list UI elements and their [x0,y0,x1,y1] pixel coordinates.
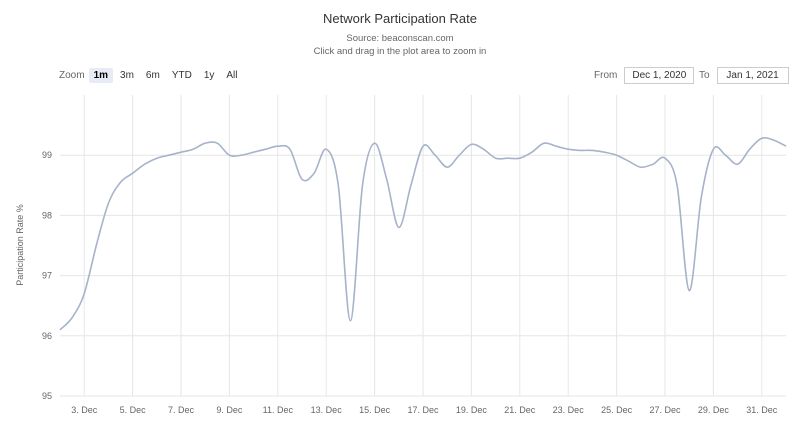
zoom-button-3m[interactable]: 3m [120,70,134,81]
zoom-label: Zoom [59,70,85,81]
y-tick-label: 98 [42,210,52,220]
range-to-label: To [699,70,710,81]
x-tick-label: 27. Dec [649,405,681,415]
range-from-group: From Dec 1, 2020 [594,67,695,84]
x-tick-label: 31. Dec [746,405,778,415]
zoom-button-ytd[interactable]: YTD [171,70,192,81]
series-line [59,136,787,331]
range-from-label: From [594,70,618,81]
zoom-button-all[interactable]: All [226,70,238,81]
y-tick-label: 99 [42,150,52,160]
x-tick-label: 21. Dec [504,405,536,415]
x-tick-label: 13. Dec [311,405,343,415]
range-to-group: To Jan 1, 2021 [699,67,789,84]
y-tick-label: 95 [42,391,52,401]
x-tick-label: 9. Dec [216,405,243,415]
x-tick-label: 15. Dec [359,405,391,415]
x-tick-label: 19. Dec [456,405,488,415]
chart-subtitle-hint: Click and drag in the plot area to zoom … [313,46,487,57]
y-tick-label: 97 [42,271,52,281]
x-tick-label: 29. Dec [698,405,730,415]
x-tick-label: 5. Dec [120,405,147,415]
zoom-button-6m[interactable]: 6m [145,70,160,81]
x-tick-label: 25. Dec [601,405,633,415]
x-tick-label: 3. Dec [71,405,98,415]
zoom-button-1y[interactable]: 1y [203,70,215,81]
chart-title: Network Participation Rate [323,11,477,26]
y-tick-label: 96 [42,331,52,341]
zoom-toolbar: Zoom 1m 3m 6m YTD 1y All [59,67,245,84]
zoom-button-1m[interactable]: 1m [88,68,114,83]
x-tick-label: 7. Dec [168,405,195,415]
x-tick-label: 11. Dec [263,405,294,415]
x-tick-label: 17. Dec [407,405,439,415]
range-to-input[interactable]: Jan 1, 2021 [716,67,789,84]
chart-subtitle-source: Source: beaconscan.com [346,33,454,44]
range-from-input[interactable]: Dec 1, 2020 [624,67,695,84]
x-tick-label: 23. Dec [553,405,585,415]
